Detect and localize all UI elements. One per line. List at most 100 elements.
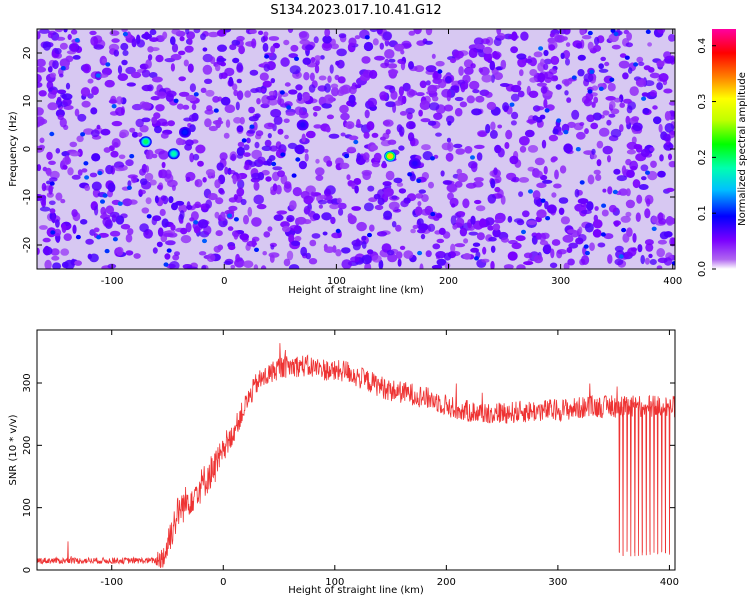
heatmap-cell: [518, 177, 530, 183]
x-tick-label: 0: [221, 276, 227, 287]
heatmap-cell: [238, 45, 246, 55]
heatmap-cell: [280, 152, 286, 157]
heatmap-cell: [212, 96, 220, 103]
heatmap-cell: [612, 189, 618, 195]
heatmap-cell: [548, 134, 559, 142]
heatmap-cell: [180, 227, 188, 235]
heatmap-cell: [251, 236, 260, 242]
heatmap-cell: [257, 156, 266, 164]
heatmap-cell: [197, 219, 209, 229]
heatmap-cell: [626, 149, 637, 155]
heatmap-cell: [592, 219, 603, 229]
heatmap-cell: [152, 215, 162, 222]
heatmap-cell: [160, 132, 169, 139]
heatmap-cell: [94, 205, 99, 216]
heatmap-cell: [232, 83, 238, 91]
heatmap-cell: [489, 129, 498, 139]
heatmap-cell: [428, 181, 434, 189]
heatmap-cell: [450, 215, 457, 226]
heatmap-cell: [257, 172, 265, 181]
heatmap-x-axis: -100 0 100 200 300 400: [101, 29, 682, 287]
heatmap-cell: [201, 265, 207, 269]
heatmap-cell: [436, 258, 447, 266]
heatmap-cell: [515, 235, 526, 242]
colorbar-tick-label: 0.1: [697, 205, 708, 221]
heatmap-cell: [351, 206, 362, 211]
heatmap-cell: [606, 119, 612, 126]
heatmap-cell: [110, 150, 119, 158]
heatmap-cell: [356, 221, 367, 232]
heatmap-cell: [516, 53, 527, 60]
heatmap-cell: [589, 69, 595, 75]
heatmap-cell: [475, 95, 485, 103]
heatmap-cell: [268, 90, 276, 96]
heatmap-cell: [84, 185, 91, 191]
heatmap-cell: [625, 199, 636, 209]
heatmap-cell: [445, 152, 454, 162]
heatmap-cell: [638, 184, 649, 190]
heatmap-cell: [139, 168, 146, 176]
heatmap-cell: [416, 178, 422, 183]
heatmap-cell: [479, 218, 487, 228]
heatmap-cell: [283, 118, 290, 124]
heatmap-cell: [492, 228, 501, 238]
heatmap-cell: [388, 201, 400, 211]
heatmap-cell: [161, 218, 169, 228]
heatmap-cell: [179, 219, 184, 224]
heatmap-cell: [523, 261, 534, 266]
heatmap-cell: [91, 86, 99, 96]
heatmap-cell: [490, 121, 496, 131]
heatmap-cell: [488, 236, 497, 242]
heatmap-cell: [632, 122, 643, 132]
heatmap-cell: [455, 217, 465, 227]
heatmap-cell: [263, 231, 271, 238]
heatmap-cell: [125, 250, 134, 256]
heatmap-cell: [561, 78, 573, 86]
heatmap-cell: [431, 264, 443, 269]
heatmap-cell: [166, 248, 172, 253]
heatmap-cell: [269, 145, 278, 152]
heatmap-cell: [484, 217, 495, 226]
heatmap-cell: [233, 217, 239, 222]
heatmap-cell: [216, 57, 227, 62]
heatmap-cell: [152, 153, 158, 159]
heatmap-cell: [49, 177, 58, 182]
heatmap-cell: [50, 248, 60, 256]
heatmap-cell: [325, 126, 331, 133]
heatmap-cell: [443, 252, 452, 261]
heatmap-cell: [524, 129, 535, 138]
colorbar-label: Normalized spectral amplitude: [737, 72, 748, 226]
heatmap-cell: [600, 56, 606, 62]
heatmap-cell: [224, 166, 229, 175]
heatmap-cell: [556, 118, 562, 123]
heatmap-cell: [313, 124, 323, 129]
heatmap-cell: [85, 238, 94, 245]
heatmap-cell: [197, 160, 204, 167]
heatmap-cell: [200, 87, 207, 94]
heatmap-cell: [80, 87, 91, 97]
heatmap-cell: [138, 189, 147, 195]
heatmap-cell: [54, 228, 62, 237]
heatmap-cell: [432, 243, 441, 250]
heatmap-cell: [217, 244, 224, 251]
heatmap-cell: [217, 44, 227, 52]
heatmap-cell: [83, 161, 89, 166]
heatmap-cell: [465, 182, 477, 189]
heatmap-cell: [364, 109, 370, 119]
heatmap-cell: [386, 249, 395, 256]
heatmap-cell: [391, 221, 397, 228]
heatmap-cell: [369, 224, 375, 232]
heatmap-cell: [396, 182, 404, 187]
heatmap-cell: [463, 253, 472, 260]
heatmap-cell: [656, 248, 665, 258]
heatmap-cell: [474, 256, 479, 261]
heatmap-cell: [584, 250, 590, 256]
heatmap-cell: [323, 94, 334, 104]
heatmap-cell: [507, 251, 518, 261]
heatmap-cell: [253, 264, 259, 269]
heatmap-cell: [579, 29, 586, 36]
heatmap-cell: [407, 172, 413, 177]
heatmap-cell: [595, 174, 602, 181]
heatmap-cell: [175, 137, 184, 146]
heatmap-cell: [236, 62, 243, 72]
